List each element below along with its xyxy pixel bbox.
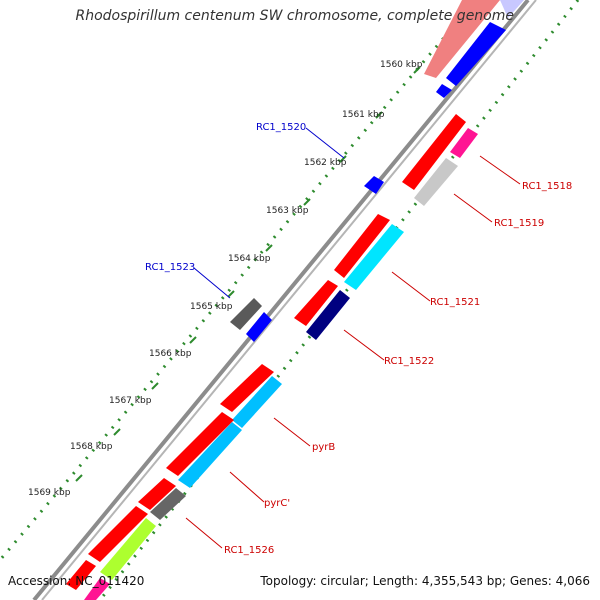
gene-pyrc-sky[interactable]	[178, 422, 242, 488]
gene-label-rc1-1526: RC1_1526	[224, 545, 274, 556]
backbone-outer	[32, 0, 530, 600]
backbone-inner	[41, 0, 537, 600]
feature-blue-top[interactable]	[446, 22, 506, 86]
gene-rc1-1526-red-b[interactable]	[88, 506, 148, 562]
gene-rc1-1522-red[interactable]	[294, 280, 338, 326]
gene-pyrb-sky[interactable]	[232, 376, 282, 428]
gene-label-rc1-1522: RC1_1522	[384, 356, 434, 367]
tick-label-1562: 1562 kbp	[304, 158, 347, 168]
tick-marks	[75, 66, 421, 482]
gene-bottom-red[interactable]	[66, 560, 96, 590]
leader-lines-minus	[193, 127, 345, 299]
gene-rc1-1521-cyan[interactable]	[344, 224, 404, 290]
gene-label-rc1-1521: RC1_1521	[430, 297, 480, 308]
gene-label-pyrc: pyrC'	[264, 498, 290, 509]
gene-pyrc-red[interactable]	[166, 412, 234, 476]
tick-label-1566: 1566 kbp	[149, 349, 192, 359]
gene-label-rc1-1520: RC1_1520	[256, 122, 306, 133]
gene-label-pyrb: pyrB	[312, 442, 335, 453]
gene-label-rc1-1523: RC1_1523	[145, 262, 195, 273]
gene-rc1-1520[interactable]	[364, 176, 384, 194]
gene-rc1-1522-navy[interactable]	[306, 290, 350, 340]
gene-pyrb-red[interactable]	[220, 364, 274, 412]
tick-label-1561: 1561 kbp	[342, 110, 385, 120]
feature-lavender-top[interactable]	[500, 0, 524, 18]
tick-label-1567: 1567 kbp	[109, 396, 152, 406]
leader-lines-plus	[185, 155, 521, 549]
map-title: Rhodospirillum centenum SW chromosome, c…	[75, 8, 514, 24]
tick-label-1569: 1569 kbp	[28, 488, 71, 498]
gene-rc1-1519[interactable]	[414, 158, 458, 206]
gene-rc1-1523-gray[interactable]	[230, 298, 262, 330]
gene-label-rc1-1518: RC1_1518	[522, 181, 572, 192]
feature-pink-top[interactable]	[424, 0, 500, 78]
gene-rc1-1518-magenta[interactable]	[450, 128, 478, 158]
gene-rc1-1518-red[interactable]	[402, 114, 466, 190]
gene-rc1-1521-red[interactable]	[334, 214, 390, 278]
tick-label-1568: 1568 kbp	[70, 442, 113, 452]
gene-rc1-1526-lime[interactable]	[100, 518, 156, 580]
gene-rc1-1523-blue[interactable]	[246, 312, 272, 342]
genome-summary-text: Topology: circular; Length: 4,355,543 bp…	[260, 574, 590, 588]
gene-rc1-1526-gray[interactable]	[150, 488, 186, 520]
gene-rc1-1526-red-a[interactable]	[138, 478, 176, 510]
outer-dotted-ring	[0, 0, 478, 561]
gene-label-rc1-1519: RC1_1519	[494, 218, 544, 229]
tick-label-1565: 1565 kbp	[190, 302, 233, 312]
feature-blue-small-top[interactable]	[436, 84, 452, 98]
tick-label-1563: 1563 kbp	[266, 206, 309, 216]
tick-label-1560: 1560 kbp	[380, 60, 423, 70]
tick-label-1564: 1564 kbp	[228, 254, 271, 264]
accession-text: Accession: NC_011420	[8, 574, 145, 588]
gene-bottom-magenta[interactable]	[84, 578, 110, 600]
